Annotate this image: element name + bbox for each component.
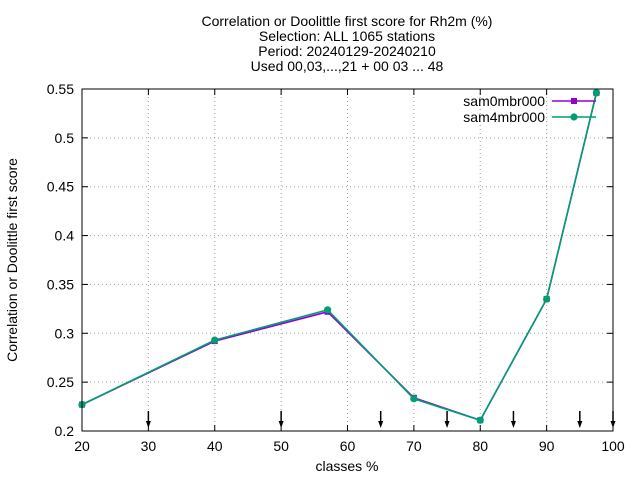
data-point — [323, 306, 332, 314]
arrow-head — [444, 421, 450, 428]
y-tick-label: 0.45 — [47, 179, 74, 195]
series-sam0mbr000 — [79, 89, 600, 424]
y-tick-label: 0.2 — [55, 423, 75, 439]
y-tick-label: 0.35 — [47, 276, 74, 292]
x-tick-label: 80 — [472, 438, 488, 454]
series-sam4mbr000 — [78, 89, 601, 424]
arrow-head — [510, 421, 516, 428]
x-tick-label: 100 — [601, 438, 625, 454]
data-point — [543, 295, 551, 303]
title-line-1: Correlation or Doolittle first score for… — [202, 13, 493, 29]
plot-frame — [81, 88, 614, 432]
title-line-3: Period: 20240129-20240210 — [258, 43, 436, 59]
data-point — [410, 395, 418, 403]
y-tick-label: 0.25 — [47, 374, 74, 390]
title-line-2: Selection: ALL 1065 stations — [259, 28, 435, 44]
x-tick-label: 60 — [340, 438, 356, 454]
y-tick-label: 0.5 — [55, 130, 75, 146]
title-line-4: Used 00,03,...,21 + 00 03 ... 48 — [251, 58, 444, 74]
grid-lines — [81, 88, 614, 432]
x-axis-label: classes % — [315, 458, 378, 474]
x-tick-label: 30 — [141, 438, 157, 454]
chart-title: Correlation or Doolittle first score for… — [202, 13, 493, 74]
series-line — [81, 92, 598, 422]
data-series — [78, 89, 601, 424]
data-point — [211, 336, 219, 344]
arrow-head — [278, 421, 284, 428]
x-tick-label: 20 — [74, 438, 90, 454]
legend-label: sam0mbr000 — [463, 93, 545, 109]
y-tick-label: 0.4 — [55, 228, 75, 244]
y-tick-label: 0.3 — [55, 325, 75, 341]
down-arrow-icon — [378, 411, 384, 428]
x-tick-label: 70 — [406, 438, 422, 454]
y-axis-ticks: 0.2 0.25 0.3 0.35 0.4 0.45 0.5 0.55 — [47, 81, 613, 439]
data-point — [592, 89, 601, 97]
data-point — [476, 416, 484, 424]
down-arrow-icon — [278, 411, 284, 428]
series-line — [81, 92, 598, 422]
arrow-markers — [145, 411, 616, 428]
y-axis-label: Correlation or Doolittle first score — [4, 158, 20, 362]
arrow-head — [378, 421, 384, 428]
down-arrow-icon — [145, 411, 151, 428]
legend-swatch-marker — [570, 113, 578, 121]
legend-swatch-marker — [571, 98, 577, 104]
down-arrow-icon — [444, 411, 450, 428]
arrow-head — [577, 421, 583, 428]
x-tick-label: 40 — [207, 438, 223, 454]
x-tick-label: 90 — [539, 438, 555, 454]
down-arrow-icon — [510, 411, 516, 428]
x-tick-label: 50 — [273, 438, 289, 454]
x-axis-ticks: 20 30 40 50 60 70 80 90 100 — [74, 89, 625, 454]
down-arrow-icon — [577, 411, 583, 428]
y-tick-label: 0.55 — [47, 81, 74, 97]
arrow-head — [145, 421, 151, 428]
legend-label: sam4mbr000 — [463, 109, 545, 125]
